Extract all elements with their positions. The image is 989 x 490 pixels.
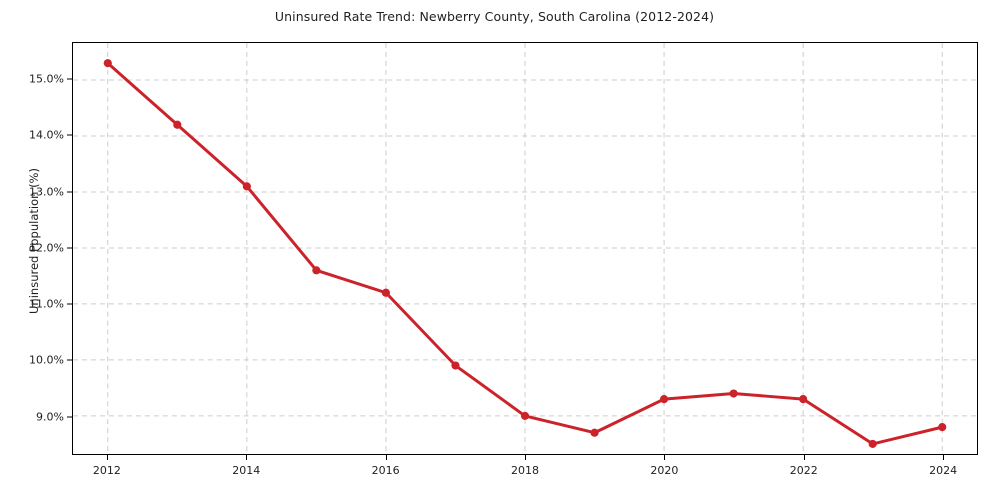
y-tick-label: 13.0%	[29, 185, 64, 199]
data-point-marker	[312, 266, 321, 275]
data-point-marker	[729, 389, 738, 398]
y-tick-mark	[67, 78, 72, 80]
x-tick-mark	[664, 455, 666, 460]
y-axis-tick-marks	[66, 42, 72, 455]
data-series-uninsured-rate	[103, 59, 947, 448]
data-point-marker	[381, 288, 391, 297]
y-tick-mark	[67, 416, 72, 418]
y-tick-mark	[67, 247, 72, 249]
data-point-marker	[868, 439, 877, 448]
y-tick-label: 15.0%	[29, 72, 64, 86]
y-tick-mark	[67, 359, 72, 361]
x-tick-label: 2022	[789, 464, 818, 477]
x-tick-label: 2014	[232, 464, 261, 477]
series-line	[106, 61, 944, 446]
data-point-marker	[520, 411, 530, 421]
x-tick-mark	[525, 455, 526, 460]
data-point-marker	[799, 395, 808, 404]
x-tick-label: 2012	[92, 464, 121, 477]
y-tick-label: 14.0%	[29, 128, 64, 142]
data-point-marker	[451, 361, 460, 370]
data-point-marker	[938, 423, 947, 432]
y-tick-mark	[67, 303, 72, 305]
data-point-marker	[103, 59, 112, 68]
data-point-marker	[659, 395, 669, 404]
plot-area	[72, 42, 978, 455]
x-tick-mark	[943, 455, 945, 460]
x-tick-label: 2016	[371, 464, 400, 477]
x-tick-label: 2024	[929, 464, 958, 477]
y-tick-label: 9.0%	[36, 410, 64, 424]
y-tick-mark	[67, 191, 72, 193]
y-tick-label: 10.0%	[29, 353, 64, 367]
x-tick-label: 2020	[650, 464, 679, 477]
data-point-marker	[590, 428, 599, 437]
x-tick-label: 2018	[511, 464, 539, 477]
x-tick-mark	[246, 455, 248, 460]
data-point-marker	[173, 120, 182, 129]
x-tick-mark	[385, 455, 387, 460]
chart-title: Uninsured Rate Trend: Newberry County, S…	[274, 9, 715, 24]
x-axis-tick-marks	[72, 455, 978, 461]
x-axis-tick-labels: 2012 2014 2016 2018 2020 2022 2024	[72, 455, 978, 485]
data-point-marker	[242, 182, 251, 191]
x-tick-mark	[106, 455, 108, 460]
y-tick-label: 12.0%	[29, 241, 64, 255]
y-tick-mark	[67, 134, 72, 136]
y-tick-label: 11.0%	[29, 297, 64, 311]
y-axis-tick-labels: 9.0% 10.0% 11.0% 12.0% 13.0% 14.0% 15.0%	[0, 42, 64, 455]
x-tick-mark	[803, 455, 805, 460]
